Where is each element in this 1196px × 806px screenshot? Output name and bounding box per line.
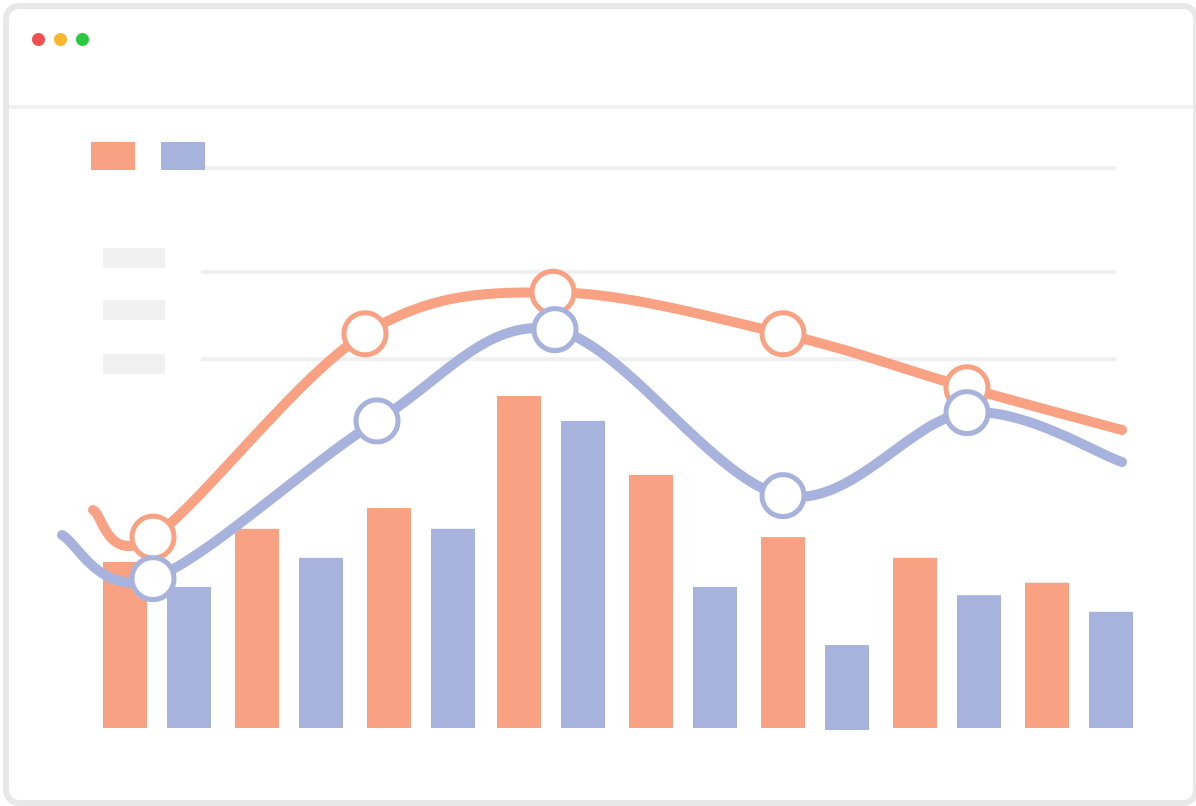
maximize-dot-icon[interactable] <box>76 33 89 46</box>
bar-b-4 <box>561 420 605 728</box>
bar-b-7 <box>957 595 1001 728</box>
line-point-b-3 <box>531 306 579 354</box>
line-point-a-4 <box>759 310 807 358</box>
bar-a-6 <box>761 537 805 728</box>
window-titlebar <box>9 9 1193 109</box>
axis-label-placeholder-2 <box>103 300 165 320</box>
bar-a-4 <box>497 396 541 728</box>
bar-b-3 <box>431 528 475 728</box>
bar-b-2 <box>299 557 343 728</box>
axis-label-placeholder-1 <box>103 248 165 268</box>
line-point-b-4 <box>759 472 807 520</box>
bar-a-2 <box>235 528 279 728</box>
bar-b-1 <box>167 586 211 728</box>
bar-a-3 <box>367 508 411 728</box>
bar-a-8 <box>1025 582 1069 728</box>
minimize-dot-icon[interactable] <box>54 33 67 46</box>
legend-swatch-a <box>91 142 135 170</box>
close-dot-icon[interactable] <box>32 33 45 46</box>
axis-label-placeholder-3 <box>103 354 165 374</box>
line-point-b-2 <box>353 397 401 445</box>
bar-b-8 <box>1089 611 1133 728</box>
bar-a-7 <box>893 557 937 728</box>
line-point-a-1 <box>129 513 177 561</box>
bar-a-5 <box>629 474 673 728</box>
bar-b-6 <box>825 645 869 730</box>
bar-b-5 <box>693 586 737 728</box>
legend-swatch-b <box>161 142 205 170</box>
line-point-b-5 <box>943 389 991 437</box>
line-point-a-2 <box>341 310 389 358</box>
line-point-b-1 <box>129 555 177 603</box>
